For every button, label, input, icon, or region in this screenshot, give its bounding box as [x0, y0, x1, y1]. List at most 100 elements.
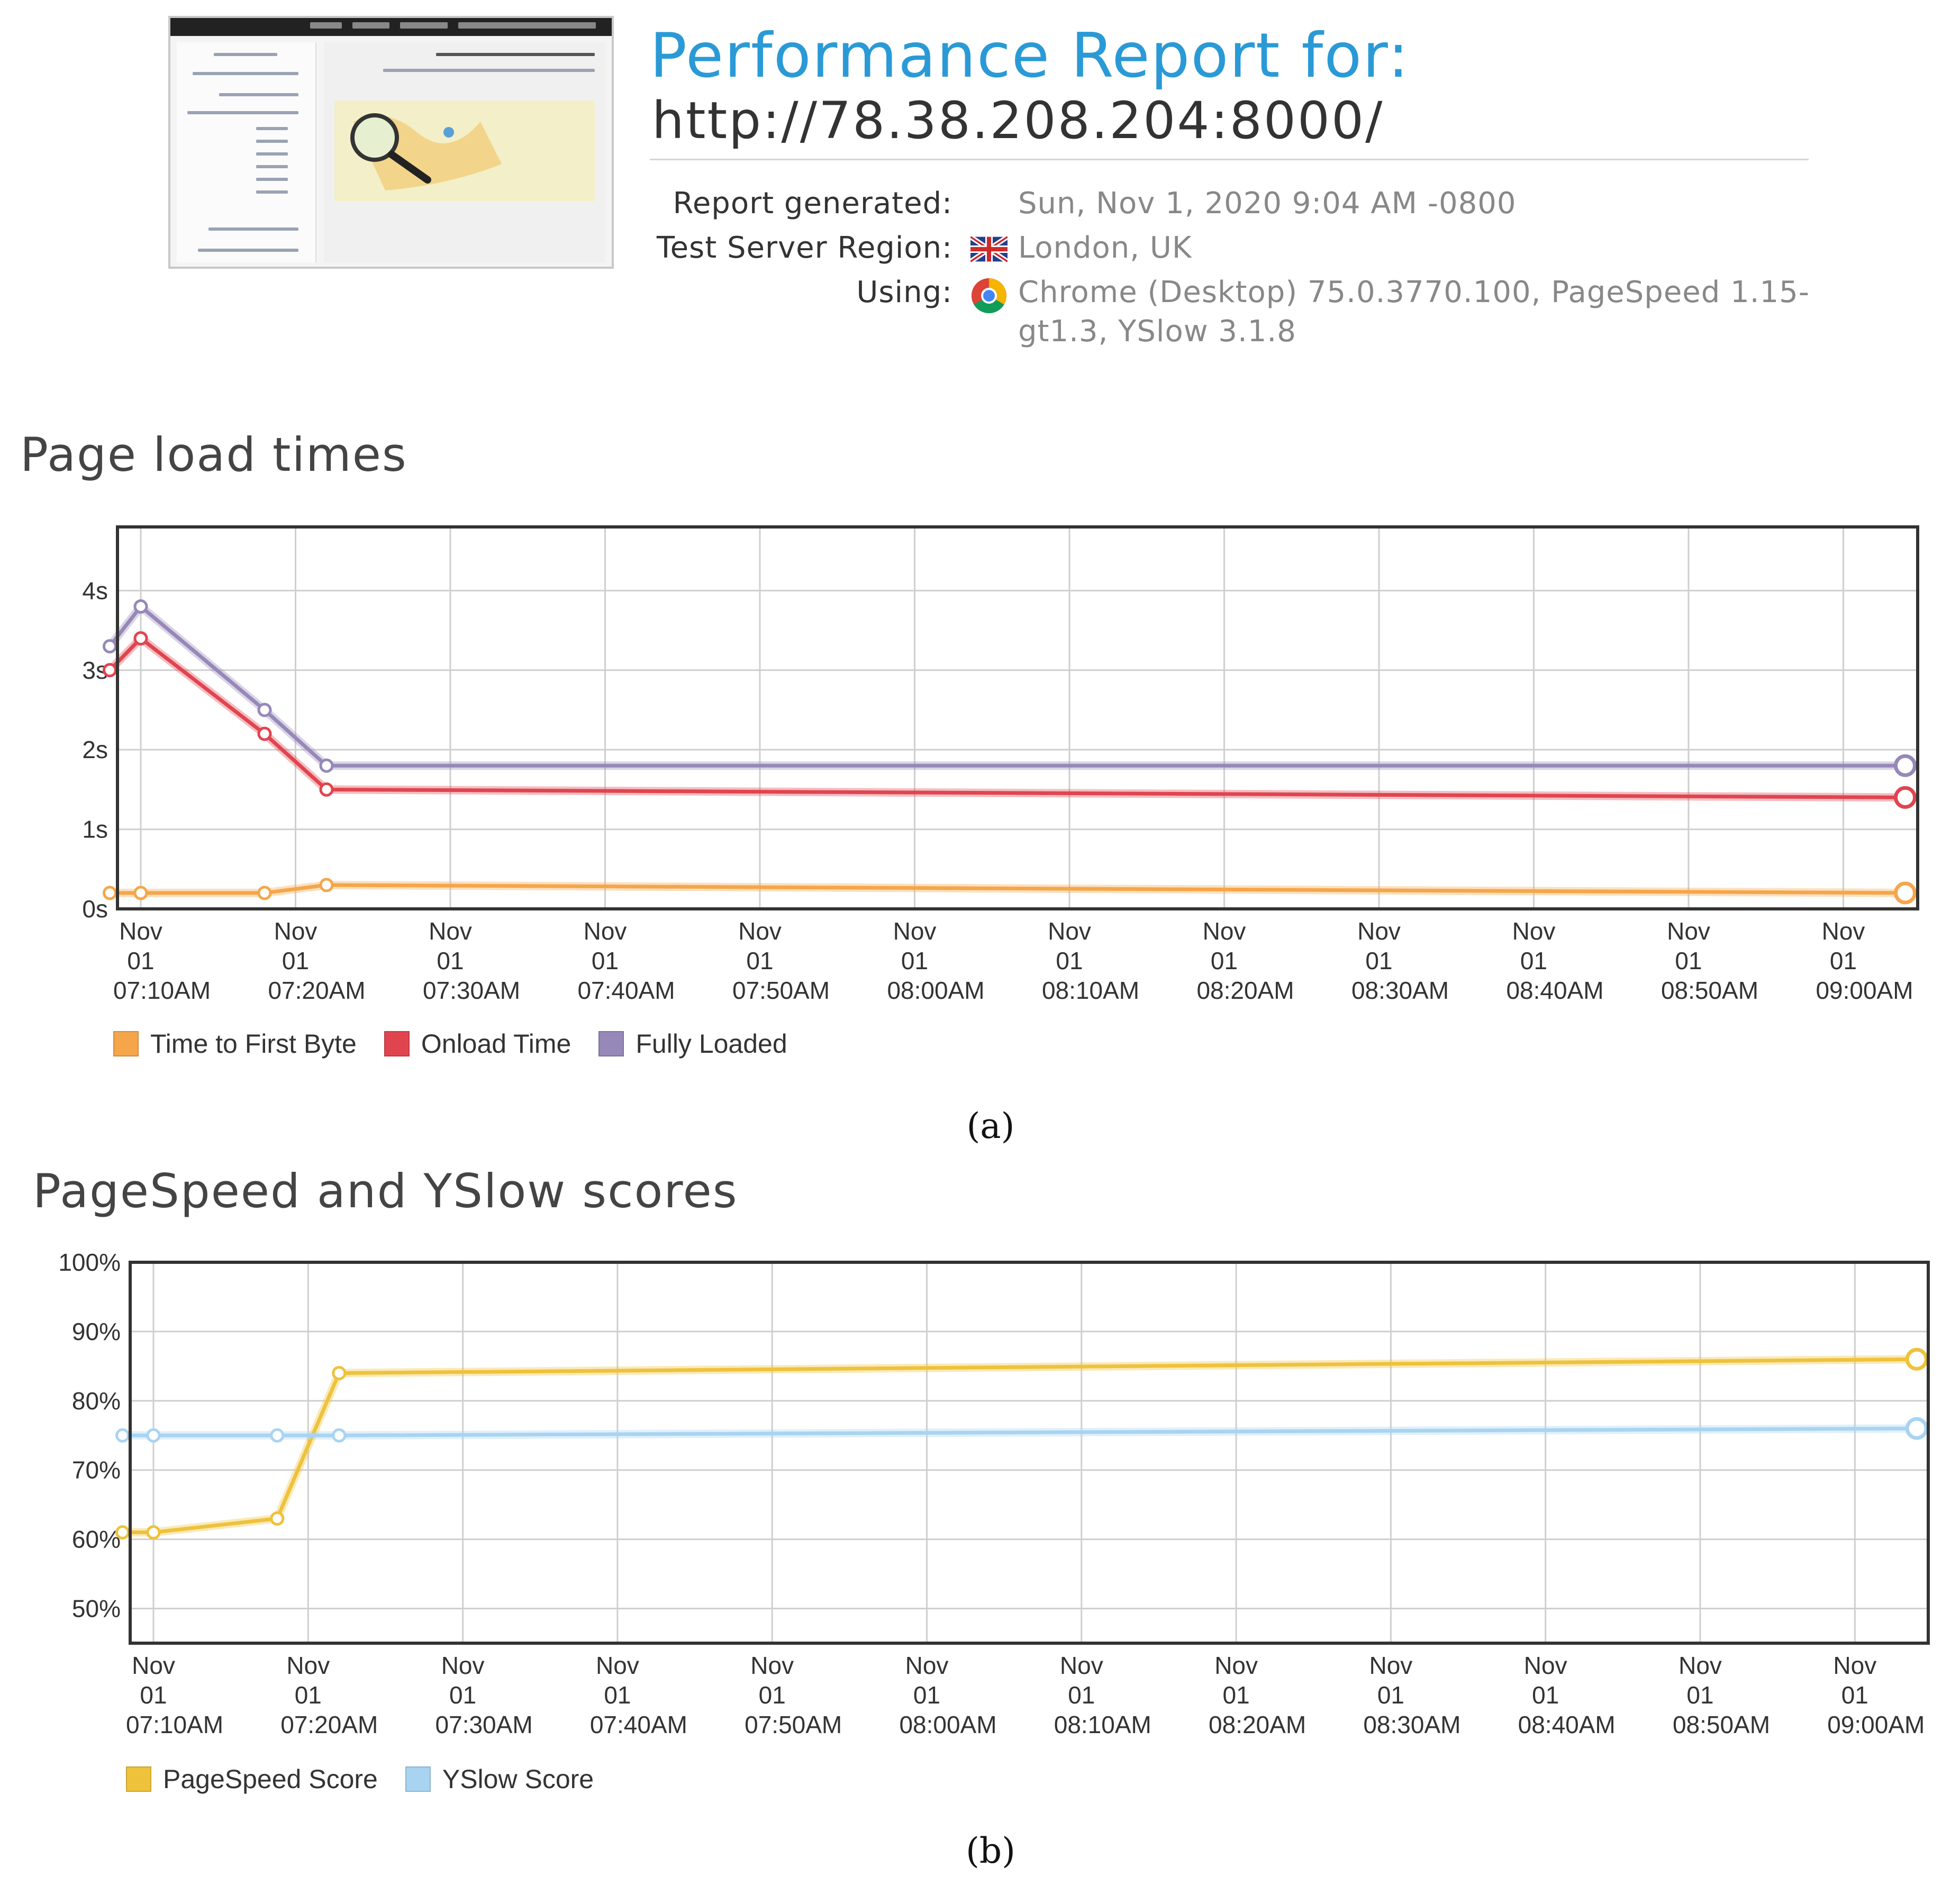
x-tick-label: Nov [1060, 1652, 1103, 1679]
chart-a-legend: Time to First Byte Onload Time Fully Loa… [113, 1028, 815, 1059]
data-point[interactable] [1905, 1347, 1928, 1371]
report-generated-label: Report generated: [673, 186, 952, 221]
legend-item-onload: Onload Time [384, 1028, 571, 1059]
uk-flag-icon [970, 236, 1008, 262]
x-tick-label: 01 [295, 1681, 322, 1709]
chart-b-legend: PageSpeed Score YSlow Score [126, 1764, 621, 1794]
data-point[interactable] [103, 639, 117, 654]
x-tick-label: Nov [893, 917, 937, 945]
data-point[interactable] [115, 1428, 130, 1443]
data-point[interactable] [319, 782, 334, 797]
x-tick-label: Nov [119, 917, 162, 945]
data-point[interactable] [1894, 881, 1917, 905]
thumbnail-sidebar [177, 42, 316, 262]
x-tick-label: 01 [437, 947, 464, 974]
x-tick-label: 01 [140, 1681, 167, 1709]
data-point[interactable] [332, 1365, 347, 1380]
x-tick-label: Nov [1833, 1652, 1876, 1679]
x-tick-label: 08:20AM [1209, 1711, 1306, 1738]
x-tick-label: 01 [1532, 1681, 1559, 1709]
x-tick-label: 01 [746, 947, 773, 974]
x-tick-label: Nov [286, 1652, 330, 1679]
legend-label-pagespeed: PageSpeed Score [163, 1764, 378, 1794]
data-point[interactable] [270, 1511, 285, 1526]
x-tick-label: Nov [596, 1652, 639, 1679]
x-tick-label: 01 [604, 1681, 631, 1709]
data-point[interactable] [146, 1428, 161, 1443]
x-tick-label: 01 [1830, 947, 1857, 974]
data-point[interactable] [332, 1428, 347, 1443]
x-tick-label: Nov [132, 1652, 175, 1679]
thumbnail-map [334, 101, 595, 201]
y-tick-label: 100% [58, 1249, 121, 1276]
x-tick-label: 08:40AM [1506, 977, 1603, 1004]
legend-swatch-ttfb [113, 1031, 139, 1056]
x-tick-label: 07:10AM [126, 1711, 223, 1738]
x-tick-label: 09:00AM [1816, 977, 1913, 1004]
x-tick-label: Nov [1667, 917, 1710, 945]
x-tick-label: Nov [1369, 1652, 1412, 1679]
x-tick-label: 07:40AM [590, 1711, 687, 1738]
x-tick-label: 01 [282, 947, 309, 974]
report-generated-value: Sun, Nov 1, 2020 9:04 AM -0800 [1018, 186, 1517, 221]
x-tick-label: 01 [1211, 947, 1238, 974]
legend-label-ttfb: Time to First Byte [150, 1029, 357, 1059]
x-tick-label: Nov [1214, 1652, 1258, 1679]
x-tick-label: 01 [127, 947, 154, 974]
data-point[interactable] [103, 663, 117, 678]
x-tick-label: 01 [901, 947, 928, 974]
report-url[interactable]: http://78.38.208.204:8000/ [652, 91, 1384, 150]
data-point[interactable] [257, 886, 272, 900]
report-title: Performance Report for: [650, 20, 1410, 92]
data-point[interactable] [115, 1525, 130, 1540]
data-point[interactable] [1905, 1417, 1928, 1440]
using-value-line1: Chrome (Desktop) 75.0.3770.100, PageSpee… [1018, 275, 1810, 309]
header-divider [650, 159, 1809, 160]
legend-swatch-pagespeed [126, 1766, 151, 1792]
data-point[interactable] [103, 886, 117, 900]
data-point[interactable] [146, 1525, 161, 1540]
caption-a: (a) [966, 1106, 1015, 1146]
data-point[interactable] [133, 886, 148, 900]
x-tick-label: Nov [429, 917, 472, 945]
x-tick-label: 07:10AM [113, 977, 211, 1004]
y-tick-label: 1s [82, 816, 108, 843]
x-tick-label: Nov [1524, 1652, 1567, 1679]
data-point[interactable] [257, 726, 272, 741]
x-tick-label: 08:50AM [1661, 977, 1758, 1004]
data-point[interactable] [1894, 754, 1917, 777]
legend-item-pagespeed: PageSpeed Score [126, 1764, 378, 1794]
using-label: Using: [856, 275, 952, 309]
x-tick-label: Nov [1512, 917, 1556, 945]
data-point[interactable] [133, 599, 148, 614]
chrome-icon [971, 278, 1007, 314]
data-point[interactable] [133, 631, 148, 646]
x-tick-label: 09:00AM [1827, 1711, 1925, 1738]
thumbnail-main [324, 42, 605, 262]
data-point[interactable] [319, 878, 334, 892]
data-point[interactable] [257, 703, 272, 717]
x-tick-label: 08:10AM [1042, 977, 1139, 1004]
plot-area [130, 1262, 1928, 1643]
x-tick-label: 07:20AM [280, 1711, 378, 1738]
legend-label-onload: Onload Time [421, 1029, 571, 1059]
x-tick-label: 07:30AM [435, 1711, 533, 1738]
x-tick-label: 01 [1520, 947, 1547, 974]
x-tick-label: Nov [905, 1652, 949, 1679]
y-tick-label: 2s [82, 736, 108, 763]
x-tick-label: 01 [759, 1681, 786, 1709]
x-tick-label: Nov [738, 917, 782, 945]
legend-item-ttfb: Time to First Byte [113, 1028, 357, 1059]
legend-label-yslow: YSlow Score [442, 1764, 594, 1794]
legend-item-yslow: YSlow Score [405, 1764, 594, 1794]
y-tick-label: 4s [82, 577, 108, 604]
data-point[interactable] [1894, 786, 1917, 809]
data-point[interactable] [270, 1428, 285, 1443]
data-point[interactable] [319, 758, 334, 773]
plot-frame [129, 1261, 1930, 1645]
y-tick-label: 80% [72, 1387, 121, 1415]
x-tick-label: 01 [1223, 1681, 1250, 1709]
legend-item-fully-loaded: Fully Loaded [598, 1028, 787, 1059]
chart-b-title: PageSpeed and YSlow scores [33, 1164, 738, 1218]
x-tick-label: 08:00AM [887, 977, 984, 1004]
